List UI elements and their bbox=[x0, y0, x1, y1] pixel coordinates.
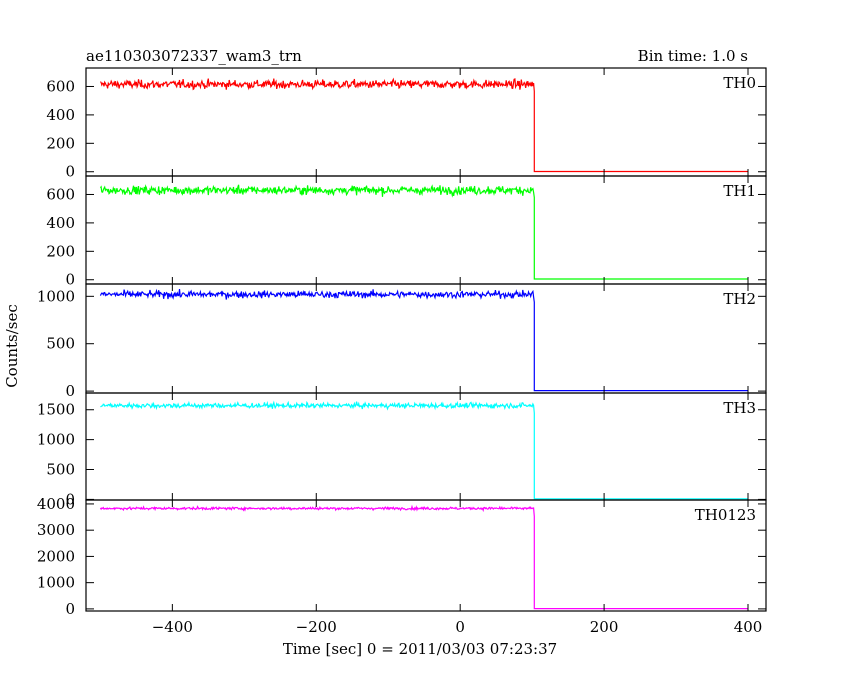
panel-label-th3: TH3 bbox=[723, 399, 756, 417]
y-tick-label: 0 bbox=[65, 490, 75, 508]
y-tick-label: 1000 bbox=[37, 574, 75, 592]
y-tick-label: 0 bbox=[65, 600, 75, 618]
series-line-th1 bbox=[99, 184, 748, 280]
x-tick-label: 0 bbox=[455, 618, 465, 636]
x-tick-label: −400 bbox=[152, 618, 193, 636]
panel-th0: 0 200 400 600 TH0 bbox=[46, 67, 767, 181]
x-axis-label: Time [sec] 0 = 2011/03/03 07:23:37 bbox=[283, 640, 557, 658]
series-line-th2 bbox=[99, 288, 748, 392]
x-tick-label: 400 bbox=[734, 618, 763, 636]
y-tick-label: 0 bbox=[65, 271, 75, 289]
chart-title: ae110303072337_wam3_trn bbox=[86, 47, 302, 65]
panel-th3: 0 500 1000 1500 TH3 bbox=[37, 392, 767, 508]
y-tick-label: 600 bbox=[46, 185, 75, 203]
y-axis-label: Counts/sec bbox=[3, 304, 21, 388]
panel-label-th2: TH2 bbox=[723, 290, 756, 308]
panel-th2: 0 500 1000 TH2 bbox=[37, 283, 767, 400]
series-line-th0 bbox=[99, 77, 748, 173]
x-axis: −400 −200 0 200 400 bbox=[152, 618, 763, 636]
y-tick-label: 1000 bbox=[37, 431, 75, 449]
y-tick-label: 400 bbox=[46, 214, 75, 232]
panel-label-th1: TH1 bbox=[723, 182, 756, 200]
y-tick-label: 1000 bbox=[37, 287, 75, 305]
y-tick-label: 0 bbox=[65, 382, 75, 400]
panel-frame bbox=[85, 283, 767, 394]
y-tick-label: 3000 bbox=[37, 521, 75, 539]
panel-frame bbox=[85, 499, 767, 612]
panel-th1: 0 200 400 600 TH1 bbox=[46, 175, 767, 289]
series-line-th3 bbox=[100, 400, 748, 500]
series-line-th0123 bbox=[99, 504, 748, 610]
panel-th0123: 0 1000 2000 3000 4000 TH0123 bbox=[37, 495, 767, 618]
panel-frame bbox=[85, 392, 767, 501]
y-tick-label: 2000 bbox=[37, 547, 75, 565]
panels-group: 0 200 400 600 TH0 0 200 400 600 TH1 0 500 1000 TH2 0 50… bbox=[37, 67, 767, 618]
panel-label-th0: TH0 bbox=[723, 74, 756, 92]
y-tick-label: 500 bbox=[46, 461, 75, 479]
panel-label-th0123: TH0123 bbox=[695, 506, 756, 524]
y-tick-label: 1500 bbox=[37, 401, 75, 419]
bin-time-label: Bin time: 1.0 s bbox=[638, 47, 748, 65]
x-tick-label: −200 bbox=[296, 618, 337, 636]
y-tick-label: 4000 bbox=[37, 495, 75, 513]
y-tick-label: 0 bbox=[65, 163, 75, 181]
y-tick-label: 600 bbox=[46, 77, 75, 95]
x-tick-label: 200 bbox=[590, 618, 619, 636]
y-tick-label: 200 bbox=[46, 134, 75, 152]
y-tick-label: 400 bbox=[46, 106, 75, 124]
y-tick-label: 200 bbox=[46, 242, 75, 260]
y-tick-label: 500 bbox=[46, 335, 75, 353]
